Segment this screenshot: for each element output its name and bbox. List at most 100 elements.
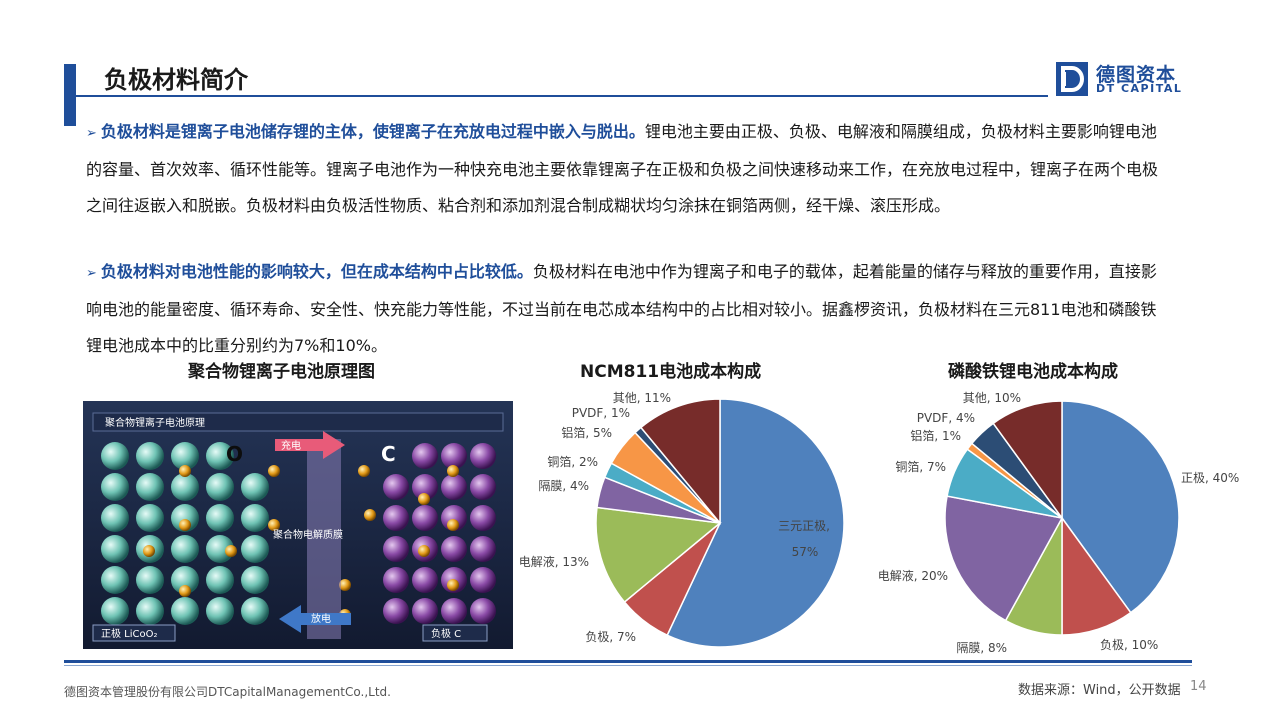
bullet-1-body: 锂电池主要由正极、负极、电解液和隔膜组成，负极材料主要影响锂电池的容量、首次效率… (86, 122, 1159, 215)
cathode-atom (101, 597, 129, 625)
title-rule (76, 95, 1048, 97)
lithium-ion (268, 465, 280, 477)
anode-label: 负极 C (431, 627, 461, 640)
cathode-label: 正极 LiCoO₂ (101, 627, 158, 640)
diagram-title: 聚合物锂离子电池原理图 (188, 362, 375, 382)
pie-label-5: 铝箔, 1% (910, 428, 961, 443)
title-accent-bar (64, 64, 76, 126)
anode-atom (470, 598, 496, 624)
cathode-atom (206, 566, 234, 594)
cathode-atom (171, 597, 199, 625)
pie-label-7: 其他, 10% (963, 391, 1021, 405)
anode-atom (383, 536, 409, 562)
bullet-2-lead: 负极材料对电池性能的影响较大，但在成本结构中占比较低。 (100, 262, 533, 281)
lithium-ion (418, 493, 430, 505)
anode-atom (383, 598, 409, 624)
electrolyte-membrane (307, 439, 341, 639)
pie-label-7: 其他, 11% (613, 391, 671, 405)
lithium-ion (339, 579, 351, 591)
cathode-atom (171, 504, 199, 532)
bullet-1: ➢ 负极材料是锂离子电池储存锂的主体，使锂离子在充放电过程中嵌入与脱出。锂电池主要… (86, 114, 1161, 224)
carbon-label: C (381, 442, 396, 466)
bullet-2: ➢ 负极材料对电池性能的影响较大，但在成本结构中占比较低。负极材料在电池中作为锂离… (86, 254, 1161, 364)
anode-atom (470, 536, 496, 562)
anode-atom (441, 598, 467, 624)
discharge-label: 放电 (311, 612, 331, 625)
anode-atom (383, 567, 409, 593)
cathode-atom (241, 566, 269, 594)
pie-label-1: 负极, 7% (585, 630, 636, 644)
lithium-ion (447, 465, 459, 477)
pie-slice-0 (666, 398, 845, 648)
pie-slice-1 (1061, 515, 1132, 636)
anode-atom (412, 598, 438, 624)
cathode-atom (241, 535, 269, 563)
page-title: 负极材料简介 (104, 66, 248, 94)
pie-label-5: 铝箔, 5% (561, 425, 612, 440)
company-name: 德图资本管理股份有限公司DTCapitalManagementCo.,Ltd. (64, 685, 391, 699)
anode-atom (470, 567, 496, 593)
bullet-arrow-icon: ➢ (86, 266, 97, 281)
cathode-atom (241, 504, 269, 532)
pie-slice-2 (595, 506, 722, 604)
cathode-atom (101, 535, 129, 563)
cathode-atom (101, 473, 129, 501)
pie-label-0: 正极, 40% (1181, 471, 1239, 485)
membrane-label: 聚合物电解质膜 (273, 528, 343, 541)
pie-label-4: 铜箔, 7% (895, 459, 946, 474)
cathode-atom (136, 566, 164, 594)
pie-label-6: PVDF, 4% (917, 411, 975, 425)
charge-label: 充电 (281, 439, 301, 452)
logo-text-en: DT CAPITAL (1096, 82, 1183, 95)
cathode-atom (206, 535, 234, 563)
cathode-atom (171, 566, 199, 594)
footer-rule (64, 660, 1192, 663)
oxygen-label: O (226, 442, 243, 466)
lfp-cost-pie-chart: 正极, 40% 负极, 10% 隔膜, 8% 电解液, 20% 铜箔, 7% 铝箔, 1%… (865, 384, 1260, 659)
pie-label-4: 铜箔, 2% (547, 454, 598, 469)
pie-slice-0 (1061, 400, 1180, 614)
pie-slice-7 (639, 398, 721, 526)
lithium-ion (364, 509, 376, 521)
anode-atom (441, 474, 467, 500)
bullet-arrow-icon: ➢ (86, 126, 97, 141)
lithium-ion (447, 579, 459, 591)
pie-label-0-value: 57% (792, 545, 819, 559)
cathode-atom (136, 504, 164, 532)
anode-atom (470, 505, 496, 531)
lithium-ion (268, 519, 280, 531)
cathode-atom (241, 473, 269, 501)
logo-mark-icon (1056, 62, 1088, 96)
bullet-2-body: 负极材料在电池中作为锂离子和电子的载体，起着能量的储存与释放的重要作用，直接影响… (86, 262, 1157, 355)
anode-atom (470, 474, 496, 500)
lithium-ion (447, 519, 459, 531)
cathode-atom (206, 473, 234, 501)
lithium-ion (179, 585, 191, 597)
lithium-ion (179, 519, 191, 531)
discharge-arrow-icon (279, 605, 351, 633)
anode-atom (470, 443, 496, 469)
cathode-atom (101, 504, 129, 532)
lithium-ion (225, 545, 237, 557)
cathode-atoms (101, 442, 269, 625)
cathode-atom (241, 597, 269, 625)
anode-atom (412, 567, 438, 593)
anode-atom (412, 443, 438, 469)
cathode-atom (171, 473, 199, 501)
pie-label-1: 负极, 10% (1100, 638, 1158, 652)
battery-principle-diagram: 聚合物锂离子电池原理 聚合物电解质膜 充电 放电 O C 正极 LiCoO₂ 负… (83, 401, 513, 649)
anode-atom (441, 536, 467, 562)
pie-slice-3 (944, 495, 1064, 622)
lithium-ion (418, 545, 430, 557)
page-number: 14 (1190, 679, 1207, 694)
footer-rule-thin (64, 665, 1192, 666)
bullet-1-lead: 负极材料是锂离子电池储存锂的主体，使锂离子在充放电过程中嵌入与脱出。 (100, 122, 645, 141)
cathode-atom (171, 535, 199, 563)
ncm811-cost-pie-chart: 三元正极, 负极, 7% 电解液, 13% 隔膜, 4% 铜箔, 2% 铝箔, 5% PVD… (505, 384, 870, 654)
data-source: 数据来源：Wind，公开数据 (1018, 683, 1181, 698)
diagram-header: 聚合物锂离子电池原理 (105, 416, 205, 429)
anode-atom (412, 505, 438, 531)
cathode-atom (136, 597, 164, 625)
cathode-atom (101, 442, 129, 470)
anode-atom (441, 443, 467, 469)
